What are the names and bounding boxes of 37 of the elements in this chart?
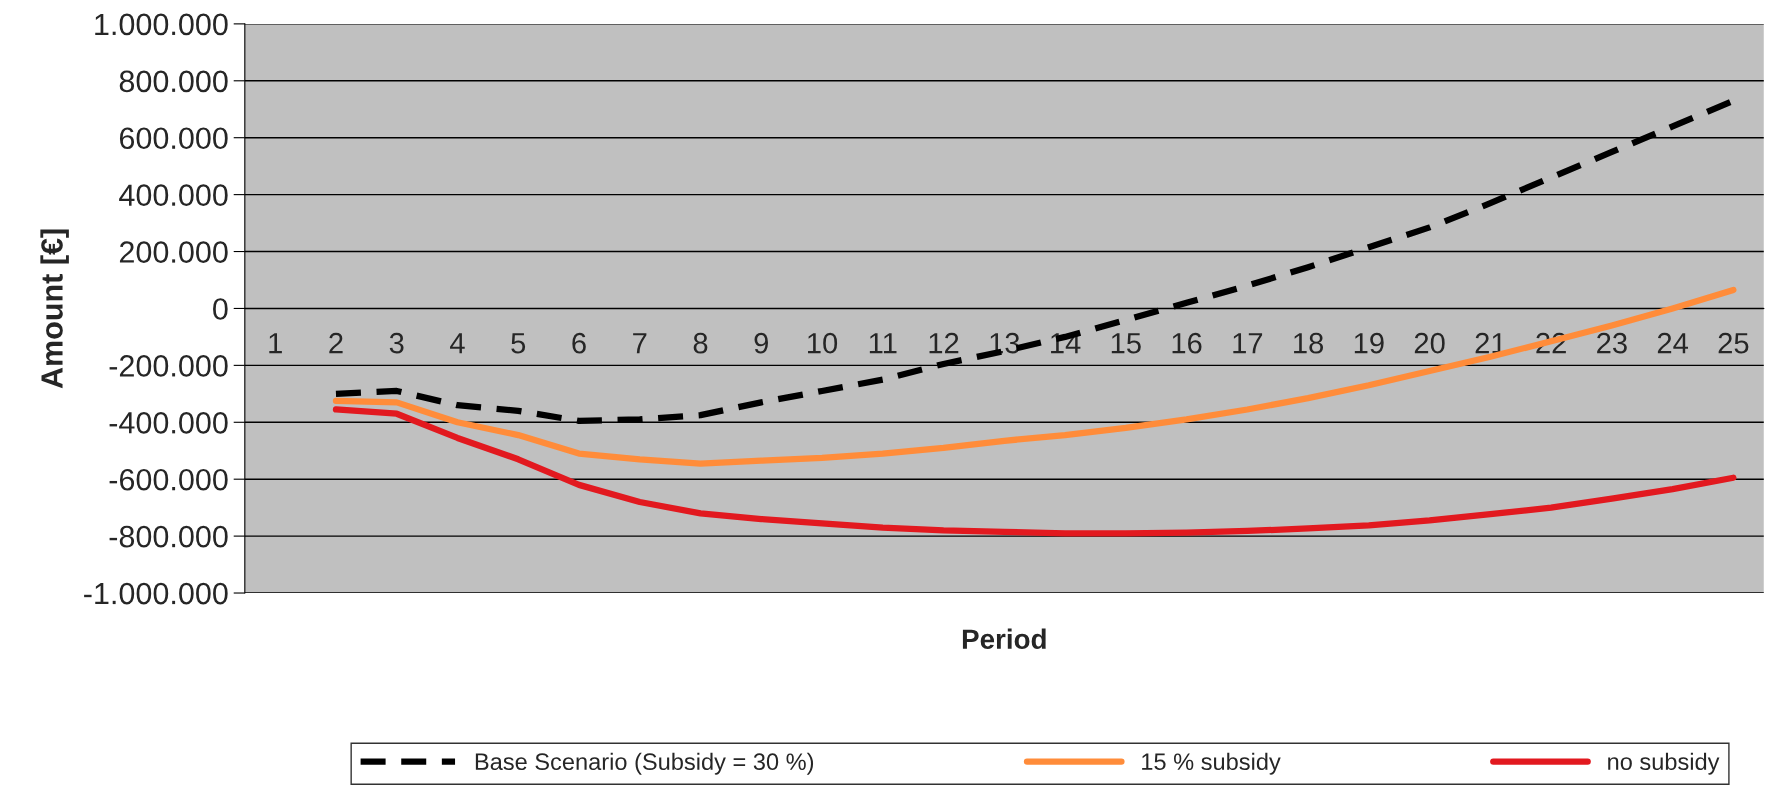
- x-tick-label: 2: [329, 332, 343, 354]
- x-tick-label: 12: [929, 332, 959, 354]
- y-tick-label: -200.000: [109, 355, 228, 377]
- y-tick-label: 800.000: [119, 70, 228, 93]
- x-axis-title: Period: [962, 628, 1046, 650]
- x-tick-label: 15: [1111, 333, 1141, 354]
- y-tick-label: 400.000: [119, 184, 228, 206]
- y-tick-label: 0: [213, 298, 228, 320]
- x-tick-label: 23: [1597, 332, 1627, 354]
- x-tick-label: 9: [754, 332, 768, 354]
- y-tick-label: -800.000: [109, 525, 228, 548]
- y-tick-label: 1.000.000: [95, 13, 228, 36]
- y-tick-label: -400.000: [109, 412, 228, 434]
- x-tick-label: 7: [633, 333, 647, 354]
- legend-label: no subsidy: [1608, 752, 1720, 775]
- x-tick-label: 6: [572, 332, 586, 354]
- x-tick-label: 10: [808, 332, 838, 354]
- x-tick-label: 24: [1657, 332, 1688, 354]
- x-tick-label: 5: [511, 333, 526, 354]
- y-tick-label: 200.000: [119, 241, 228, 263]
- x-tick-label: 11: [869, 333, 897, 354]
- y-tick-label: -1.000.000: [84, 582, 228, 605]
- x-tick-label: 25: [1718, 332, 1749, 354]
- x-tick-label: 1: [269, 333, 282, 354]
- x-tick-label: 20: [1414, 332, 1445, 354]
- y-axis-title: Amount [€]: [40, 229, 69, 389]
- y-tick-label: -600.000: [109, 468, 228, 491]
- x-tick-label: 4: [450, 333, 465, 354]
- legend-label: Base Scenario (Subsidy = 30 %): [475, 752, 814, 775]
- x-tick-label: 3: [389, 332, 404, 354]
- x-tick-label: 19: [1354, 332, 1384, 354]
- x-tick-label: 16: [1172, 332, 1202, 354]
- legend-label: 15 % subsidy: [1142, 752, 1281, 775]
- x-tick-label: 17: [1233, 333, 1263, 354]
- x-tick-label: 18: [1294, 332, 1324, 354]
- y-tick-label: 600.000: [119, 127, 228, 150]
- x-tick-label: 8: [693, 332, 708, 354]
